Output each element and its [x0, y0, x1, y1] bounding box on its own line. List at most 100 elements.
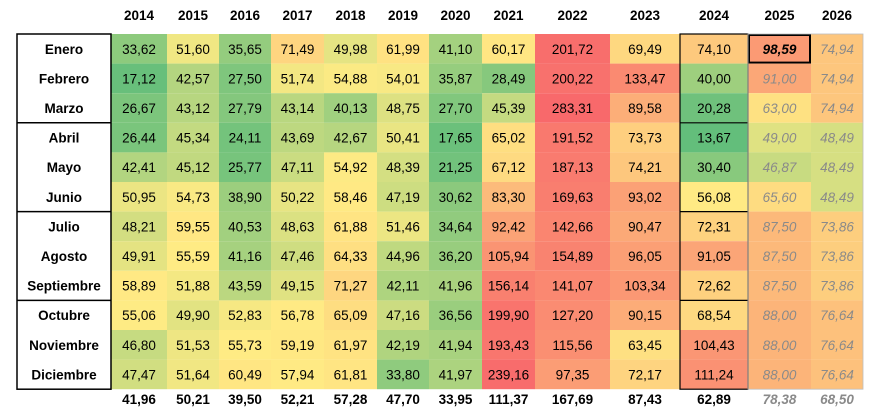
heat-cell-junio-2015 [167, 182, 219, 212]
value-label-marzo-2023: 89,58 [628, 101, 662, 116]
value-label-junio-2022: 169,63 [552, 190, 593, 205]
value-label-septiembre-2025: 87,50 [763, 279, 797, 294]
highlight-box [748, 34, 811, 64]
year-header-2014: 2014 [124, 8, 155, 23]
year-header-2024: 2024 [699, 8, 730, 23]
heat-cell-junio-2021 [482, 182, 535, 212]
value-label-abril-2015: 45,34 [176, 131, 210, 146]
value-label-diciembre-2017: 57,94 [281, 367, 315, 382]
heat-cell-enero-2023 [610, 34, 680, 64]
value-label-julio-2014: 48,21 [122, 219, 156, 234]
value-label-diciembre-2018: 61,81 [334, 367, 368, 382]
value-label-agosto-2016: 41,16 [228, 249, 262, 264]
heat-cell-noviembre-2020 [429, 330, 482, 360]
heat-cell-junio-2016 [219, 182, 271, 212]
value-label-octubre-2019: 47,16 [386, 308, 420, 323]
value-label-enero-2021: 60,17 [492, 42, 526, 57]
value-label-noviembre-2019: 42,19 [386, 338, 420, 353]
year-header-2020: 2020 [440, 8, 470, 23]
heat-cell-enero-2019 [377, 34, 429, 64]
heat-cell-junio-2023 [610, 182, 680, 212]
heat-cell-septiembre-2023 [610, 270, 680, 301]
heat-cell-febrero-2023 [610, 63, 680, 94]
value-label-enero-2014: 33,62 [122, 42, 156, 57]
heat-cell-noviembre-2025 [748, 330, 811, 360]
heat-cell-octubre-2022 [535, 300, 610, 330]
value-label-diciembre-2015: 51,64 [176, 367, 210, 382]
value-label-octubre-2020: 36,56 [439, 308, 473, 323]
heat-cell-mayo-2020 [429, 152, 482, 182]
value-label-enero-2026: 74,94 [820, 42, 854, 57]
heat-cell-julio-2017 [271, 211, 324, 242]
heat-cell-junio-2018 [324, 182, 377, 212]
value-label-diciembre-2022: 97,35 [556, 367, 590, 382]
heat-cell-julio-2026 [811, 211, 863, 242]
heat-cell-marzo-2022 [535, 93, 610, 123]
heat-cell-diciembre-2026 [811, 359, 863, 390]
heat-cell-febrero-2025 [748, 63, 811, 94]
value-label-abril-2026: 48,49 [820, 131, 854, 146]
value-label-octubre-2017: 56,78 [281, 308, 315, 323]
heat-cell-febrero-2015 [167, 63, 219, 94]
year-header-2019: 2019 [388, 8, 418, 23]
value-label-febrero-2017: 51,74 [281, 71, 315, 86]
heat-cell-octubre-2020 [429, 300, 482, 330]
value-label-octubre-2018: 65,09 [334, 308, 368, 323]
value-label-enero-2025: 98,59 [763, 42, 797, 57]
heat-cell-diciembre-2017 [271, 359, 324, 390]
average-label-2017: 52,21 [281, 392, 315, 407]
value-label-marzo-2021: 45,39 [492, 101, 526, 116]
heat-cell-junio-2017 [271, 182, 324, 212]
value-label-noviembre-2015: 51,53 [176, 338, 210, 353]
heat-cell-abril-2014 [111, 122, 167, 153]
heat-cell-octubre-2026 [811, 300, 863, 330]
value-label-mayo-2023: 74,21 [628, 160, 662, 175]
value-label-febrero-2014: 17,12 [122, 71, 156, 86]
value-label-agosto-2022: 154,89 [552, 249, 593, 264]
value-label-junio-2025: 65,60 [763, 190, 797, 205]
month-label-junio: Junio [46, 190, 82, 205]
value-label-diciembre-2019: 33,80 [386, 367, 420, 382]
heat-cell-diciembre-2023 [610, 359, 680, 390]
heat-cell-octubre-2017 [271, 300, 324, 330]
heat-cell-septiembre-2026 [811, 270, 863, 301]
heat-cell-agosto-2022 [535, 241, 610, 271]
value-label-enero-2018: 49,98 [334, 42, 368, 57]
value-label-marzo-2020: 27,70 [439, 101, 473, 116]
value-label-junio-2021: 83,30 [492, 190, 526, 205]
value-label-marzo-2025: 63,00 [763, 101, 797, 116]
value-label-junio-2016: 38,90 [228, 190, 262, 205]
year-header-2016: 2016 [230, 8, 261, 23]
heat-cell-febrero-2016 [219, 63, 271, 94]
value-label-enero-2020: 41,10 [439, 42, 473, 57]
heat-cell-noviembre-2024 [680, 330, 748, 360]
heat-cell-septiembre-2016 [219, 270, 271, 301]
average-label-2019: 47,70 [386, 392, 420, 407]
value-label-mayo-2022: 187,13 [552, 160, 593, 175]
value-label-diciembre-2024: 111,24 [694, 367, 734, 382]
value-label-julio-2021: 92,42 [492, 219, 526, 234]
value-label-diciembre-2016: 60,49 [228, 367, 262, 382]
heat-cell-marzo-2015 [167, 93, 219, 123]
heat-cell-septiembre-2021 [482, 270, 535, 301]
value-label-junio-2017: 50,22 [281, 190, 315, 205]
heat-cell-julio-2015 [167, 211, 219, 242]
value-label-octubre-2025: 88,00 [763, 308, 797, 323]
value-label-abril-2017: 43,69 [281, 131, 315, 146]
value-label-enero-2016: 35,65 [228, 42, 262, 57]
heat-cell-junio-2014 [111, 182, 167, 212]
value-label-abril-2016: 24,11 [229, 131, 262, 146]
heat-cell-noviembre-2014 [111, 330, 167, 360]
value-label-febrero-2015: 42,57 [176, 71, 210, 86]
value-label-junio-2024: 56,08 [697, 190, 731, 205]
value-label-diciembre-2020: 41,97 [439, 367, 473, 382]
heat-cell-julio-2023 [610, 211, 680, 242]
heat-cell-abril-2018 [324, 122, 377, 153]
value-label-marzo-2024: 20,28 [697, 101, 731, 116]
value-label-febrero-2021: 28,49 [492, 71, 526, 86]
value-label-mayo-2019: 48,39 [386, 160, 420, 175]
year-header-2022: 2022 [557, 8, 587, 23]
month-label-noviembre: Noviembre [29, 338, 99, 353]
heat-cell-agosto-2025 [748, 241, 811, 271]
